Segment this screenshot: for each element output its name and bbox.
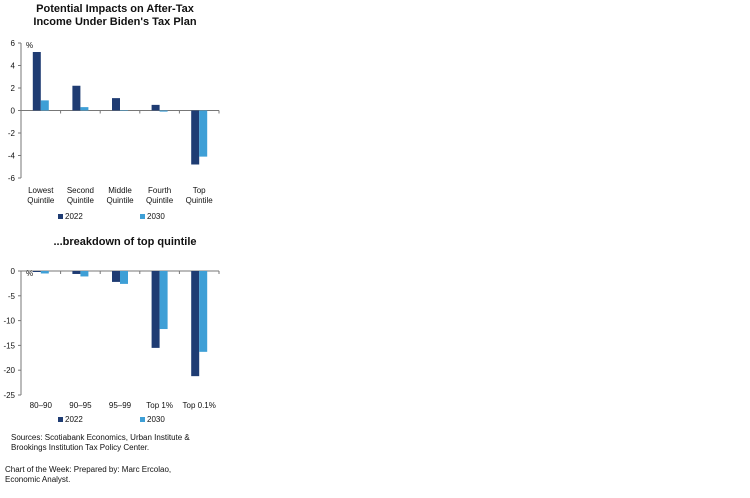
bar-2022-4 [191,110,200,165]
y-tick-label: -15 [3,341,15,350]
bar-2030-3 [159,271,168,330]
unit-label: % [26,269,33,278]
chart1-title-line2: Income Under Biden's Tax Plan [33,16,197,28]
bar-2022-3 [151,104,160,111]
legend-swatch-2030 [140,417,145,422]
bar-2022-1 [72,85,81,111]
bar-2030-0 [40,271,49,274]
y-tick-label: -5 [8,292,16,301]
bar-2022-0 [32,52,41,111]
x-tick-label: Lowest [28,186,54,195]
y-tick-label: -4 [8,152,16,161]
bar-2022-3 [151,271,160,348]
bar-2030-4 [199,271,208,352]
chart1-plot: 6420-2-4-6%LowestQuintileSecondQuintileM… [8,39,220,205]
y-tick-label: 0 [11,267,16,276]
chart1-title-line1: Potential Impacts on After-Tax [36,3,194,15]
bar-2022-2 [112,271,120,282]
x-tick-label: 90–95 [69,401,92,410]
credit-line2: Economic Analyst. [5,475,71,484]
bar-2030-0 [40,100,49,111]
sources-line1: Sources: Scotiabank Economics, Urban Ins… [11,433,190,442]
legend-swatch-2022 [58,417,63,422]
credit-note: Chart of the Week: Prepared by: Marc Erc… [5,465,235,485]
sources-note: Sources: Scotiabank Economics, Urban Ins… [11,433,241,453]
x-tick-label: Quintile [67,196,95,205]
x-tick-label: 80–90 [30,401,53,410]
bar-2022-1 [72,271,81,274]
chart2-plot: 0 -5 -10 -15 -20 -25% 80–90 90–95 95–99 Top 1% Top… [3,267,220,410]
legend-label-2022: 2022 [65,212,83,221]
unit-label: % [26,41,33,50]
chart2-legend-2030: 2030 [140,415,165,424]
chart1-legend-2030: 2030 [140,212,165,221]
x-tick-label: Top 1% [146,401,173,410]
chart1-title: Potential Impacts on After-Tax Income Un… [10,3,220,29]
legend-swatch-2030 [140,214,145,219]
credit-line1: Chart of the Week: Prepared by: Marc Erc… [5,465,172,474]
y-tick-label: 4 [11,62,16,71]
y-tick-label: 6 [11,39,16,48]
chart2-legend-2022: 2022 [58,415,83,424]
bar-2022-2 [112,98,120,111]
bar-2030-3 [159,110,168,112]
bar-2022-0 [32,271,41,272]
y-tick-label: 2 [11,84,16,93]
bar-2030-4 [199,110,208,157]
legend-label-2030: 2030 [147,415,165,424]
x-tick-label: Quintile [186,196,214,205]
chart2-title: ...breakdown of top quintile [53,236,197,248]
x-tick-label: Fourth [148,186,171,195]
x-tick-label: Second [67,186,94,195]
x-tick-label: Quintile [27,196,55,205]
x-tick-label: Middle [108,186,132,195]
bar-2030-1 [80,271,89,277]
x-tick-label: Quintile [146,196,174,205]
y-tick-label: -2 [8,129,16,138]
legend-swatch-2022 [58,214,63,219]
x-tick-label: Top 0.1% [183,401,216,410]
y-tick-label: 0 [11,107,16,116]
legend-label-2022: 2022 [65,415,83,424]
bar-2030-2 [120,271,128,284]
chart1-legend-2022: 2022 [58,212,83,221]
y-tick-label: -25 [3,391,15,400]
legend-label-2030: 2030 [147,212,165,221]
x-tick-label: Top [193,186,206,195]
y-tick-label: -10 [3,317,15,326]
bar-2022-4 [191,271,200,377]
bar-2030-1 [80,107,89,111]
y-tick-label: -20 [3,366,15,375]
sources-line2: Brookings Institution Tax Policy Center. [11,443,150,452]
bar-2030-2 [120,110,128,111]
x-tick-label: 95–99 [109,401,132,410]
x-tick-label: Quintile [106,196,134,205]
y-tick-label: -6 [8,174,16,183]
